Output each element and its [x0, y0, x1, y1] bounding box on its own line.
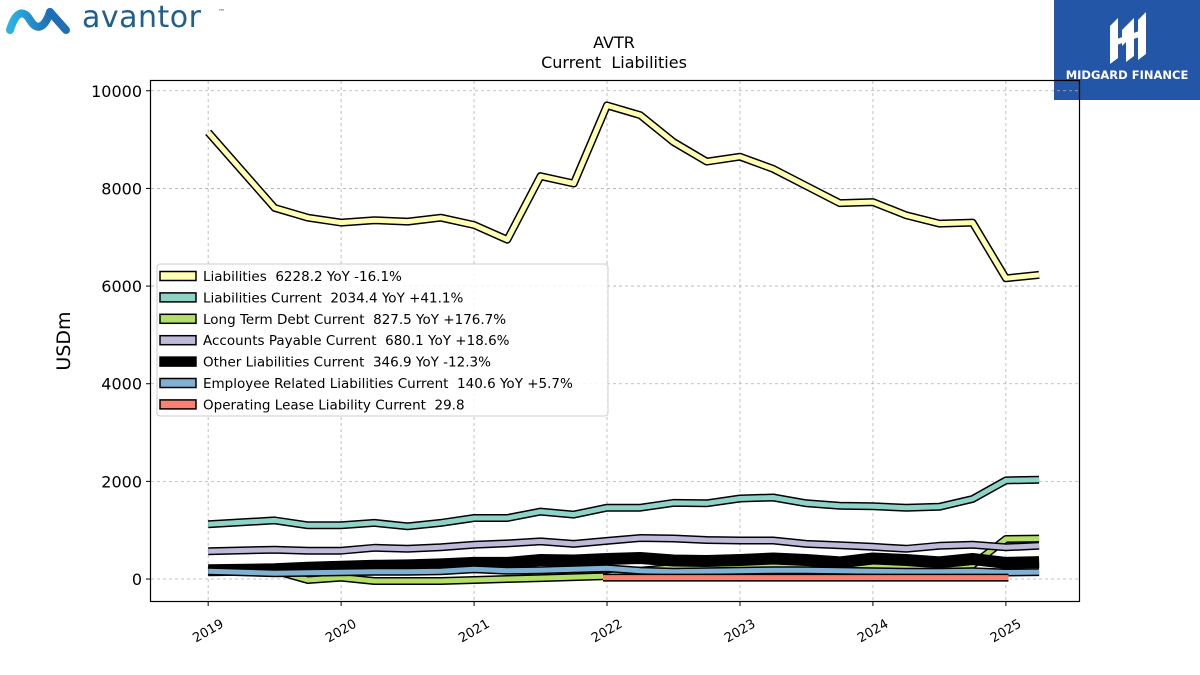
legend-swatch-other-liabilities-current — [159, 356, 197, 367]
legend-label-employee-related-liabilities-current: Employee Related Liabilities Current 140… — [203, 376, 573, 392]
chart-title: AVTR — [593, 33, 635, 52]
series-line-other-liabilities-current — [208, 553, 1040, 575]
y-tick-label: 6000 — [101, 277, 142, 296]
legend-swatch-long-term-debt-current — [159, 313, 197, 325]
legend-swatch-employee-related-liabilities-current — [159, 377, 197, 389]
y-tick-label: 0 — [132, 570, 142, 589]
legend-box — [156, 263, 609, 417]
x-tick-label: 2022 — [589, 617, 625, 647]
legend-label-liabilities: Liabilities 6228.2 YoY -16.1% — [203, 269, 402, 285]
x-tick-label: 2019 — [190, 617, 226, 647]
chart-subtitle: Current Liabilities — [541, 53, 687, 72]
series-outline-liabilities — [205, 101, 1040, 283]
legend-swatch-liabilities — [159, 270, 197, 282]
avantor-logo-text: avantor — [82, 0, 202, 35]
avantor-logo-mark — [6, 8, 70, 34]
y-tick-label: 8000 — [101, 179, 142, 198]
y-tick-label: 2000 — [101, 472, 142, 491]
legend-label-liabilities-current: Liabilities Current 2034.4 YoY +41.1% — [203, 290, 463, 306]
plot-frame — [149, 79, 1081, 603]
y-tick-label: 10000 — [91, 82, 142, 101]
series-lines — [205, 101, 1040, 585]
x-tick-label: 2020 — [323, 617, 359, 647]
legend: Liabilities 6228.2 YoY -16.1% Liabilities… — [156, 263, 609, 417]
avantor-logo: avantor ™ — [6, 0, 236, 38]
legend-swatch-liabilities-current — [159, 292, 197, 303]
y-axis-label: USDm — [53, 311, 75, 370]
legend-swatch-operating-lease-liability-current — [159, 399, 197, 410]
brand-name: MIDGARD FINANCE — [1065, 68, 1189, 82]
legend-label-operating-lease-liability-current: Operating Lease Liability Current 29.8 — [203, 397, 465, 413]
x-tick-label: 2025 — [988, 617, 1024, 647]
legend-swatch-accounts-payable-current — [159, 334, 197, 346]
y-tick-label: 4000 — [101, 375, 142, 394]
x-tick-label: 2024 — [855, 617, 891, 647]
series-line-liabilities-current — [208, 477, 1040, 529]
series-line-employee-related-liabilities-current — [208, 565, 1040, 576]
series-outline-liabilities-current — [207, 475, 1040, 531]
legend-label-accounts-payable-current: Accounts Payable Current 680.1 YoY +18.6… — [203, 333, 510, 349]
midgard-finance-badge: MIDGARD FINANCE — [1054, 0, 1200, 100]
series-line-accounts-payable-current — [208, 535, 1040, 554]
x-tick-label: 2023 — [722, 617, 758, 647]
legend-label-other-liabilities-current: Other Liabilities Current 346.9 YoY -12.… — [203, 355, 491, 371]
x-tick-label: 2021 — [456, 617, 492, 647]
avantor-logo-tm: ™ — [218, 8, 225, 16]
series-line-liabilities — [206, 102, 1040, 281]
midgard-logo-icon — [1110, 12, 1146, 64]
legend-label-long-term-debt-current: Long Term Debt Current 827.5 YoY +176.7% — [203, 312, 506, 328]
